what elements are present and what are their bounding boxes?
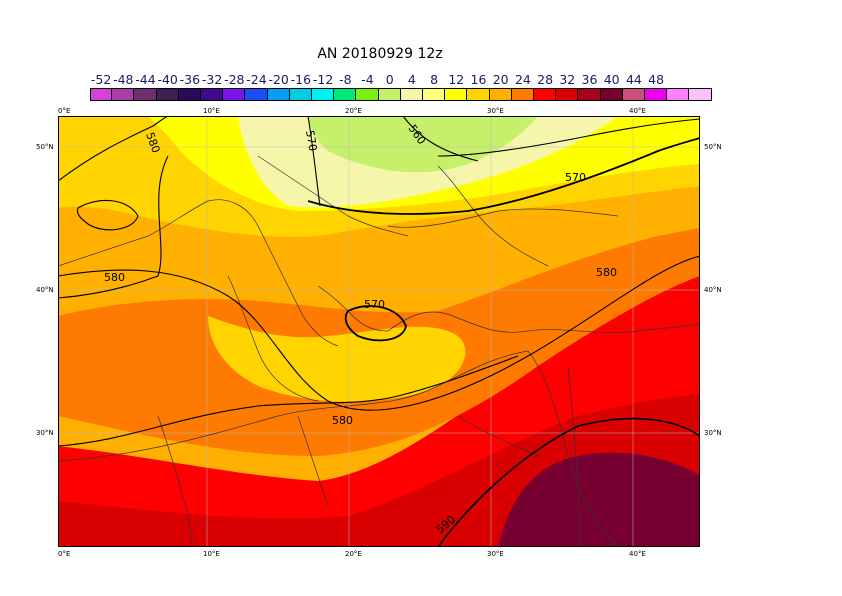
colorbar-label: -36 bbox=[179, 72, 201, 87]
colorbar-swatch bbox=[156, 88, 179, 101]
colorbar-label: 20 bbox=[492, 72, 509, 87]
lat-label-right: 30°N bbox=[704, 429, 722, 437]
colorbar-swatch bbox=[378, 88, 401, 101]
colorbar-swatch bbox=[312, 88, 335, 101]
map-title: AN 20180929 12z bbox=[317, 46, 443, 62]
colorbar-label: 44 bbox=[625, 72, 642, 87]
colorbar-swatch bbox=[178, 88, 201, 101]
contour-label-570-north: 570 bbox=[303, 129, 319, 152]
colorbar-label: 24 bbox=[514, 72, 531, 87]
colorbar-label: -52 bbox=[90, 72, 112, 87]
colorbar-swatch bbox=[467, 88, 490, 101]
colorbar-label: -32 bbox=[201, 72, 223, 87]
contour-label-580-west: 580 bbox=[104, 271, 125, 284]
anomaly-zone-amber bbox=[208, 316, 466, 402]
colorbar-swatch bbox=[267, 88, 290, 101]
colorbar-label: 16 bbox=[470, 72, 487, 87]
temperature-map: 580 570 560 570 580 580 570 580 590 bbox=[58, 116, 700, 547]
coastlines bbox=[58, 155, 700, 547]
colorbar-label: 32 bbox=[559, 72, 576, 87]
colorbar-swatch bbox=[223, 88, 246, 101]
contour-label-580-south: 580 bbox=[332, 414, 353, 427]
lon-label-top: 30°E bbox=[487, 107, 504, 115]
colorbar-swatch bbox=[245, 88, 268, 101]
colorbar-swatch bbox=[112, 88, 135, 101]
colorbar-swatch bbox=[400, 88, 423, 101]
lon-label-bottom: 20°E bbox=[345, 550, 362, 558]
colorbar-swatch bbox=[622, 88, 645, 101]
contour-label-570-east: 570 bbox=[565, 171, 586, 184]
colorbar-swatch bbox=[556, 88, 579, 101]
lat-label-left: 40°N bbox=[36, 286, 54, 294]
anomaly-zone-maroon bbox=[498, 452, 700, 547]
lat-label-left: 50°N bbox=[36, 143, 54, 151]
colorbar-label: 48 bbox=[648, 72, 665, 87]
colorbar-swatch bbox=[334, 88, 357, 101]
lon-label-bottom: 0°E bbox=[58, 550, 71, 558]
colorbar-label: -12 bbox=[312, 72, 334, 87]
lat-label-right: 50°N bbox=[704, 143, 722, 151]
colorbar-label: -20 bbox=[268, 72, 289, 87]
colorbar-swatch bbox=[645, 88, 668, 101]
colorbar-swatch bbox=[534, 88, 557, 101]
lon-label-bottom: 10°E bbox=[203, 550, 220, 558]
colorbar-swatch bbox=[90, 88, 113, 101]
colorbar-label: -16 bbox=[290, 72, 312, 87]
colorbar-label: -4 bbox=[361, 72, 374, 87]
colorbar-label: 12 bbox=[448, 72, 465, 87]
lon-label-top: 40°E bbox=[629, 107, 646, 115]
colorbar-swatch bbox=[356, 88, 379, 101]
colorbar-label: -28 bbox=[224, 72, 245, 87]
colorbar-swatch bbox=[489, 88, 512, 101]
contour-570-closed bbox=[344, 305, 407, 342]
colorbar-label: -44 bbox=[135, 72, 156, 87]
lat-label-left: 30°N bbox=[36, 429, 54, 437]
lon-label-top: 0°E bbox=[58, 107, 71, 115]
map-border bbox=[58, 116, 700, 547]
colorbar-label: 40 bbox=[603, 72, 620, 87]
colorbar-label: 8 bbox=[430, 72, 439, 87]
colorbar-swatch bbox=[445, 88, 468, 101]
colorbar-swatch bbox=[667, 88, 690, 101]
colorbar-swatch bbox=[689, 88, 712, 101]
contour-590 bbox=[437, 417, 700, 547]
colorbar-swatch bbox=[134, 88, 157, 101]
colorbar-swatch bbox=[578, 88, 601, 101]
lon-label-top: 10°E bbox=[203, 107, 220, 115]
colorbar-label: -24 bbox=[246, 72, 267, 87]
lon-label-bottom: 40°E bbox=[629, 550, 646, 558]
colorbar-label: 28 bbox=[537, 72, 554, 87]
colorbar-label: 36 bbox=[581, 72, 598, 87]
lat-label-right: 40°N bbox=[704, 286, 722, 294]
colorbar-swatch bbox=[600, 88, 623, 101]
map-plot-area: 580 570 560 570 580 580 570 580 590 bbox=[58, 116, 700, 547]
colorbar-label: 4 bbox=[407, 72, 416, 87]
anomaly-zone-green bbox=[308, 116, 538, 173]
contour-570-bold bbox=[307, 137, 700, 215]
colorbar-label: -48 bbox=[113, 72, 134, 87]
colorbar-label: -40 bbox=[157, 72, 178, 87]
colorbar-swatch bbox=[423, 88, 446, 101]
lon-label-top: 20°E bbox=[345, 107, 362, 115]
colorbar-swatch bbox=[201, 88, 224, 101]
contour-label-580-east: 580 bbox=[596, 266, 617, 279]
colorbar-label: 0 bbox=[385, 72, 394, 87]
colorbar-swatch bbox=[289, 88, 312, 101]
colorbar-swatch bbox=[511, 88, 534, 101]
lon-label-bottom: 30°E bbox=[487, 550, 504, 558]
colorbar-label: -8 bbox=[339, 72, 352, 87]
contour-label-570-center: 570 bbox=[364, 298, 385, 311]
